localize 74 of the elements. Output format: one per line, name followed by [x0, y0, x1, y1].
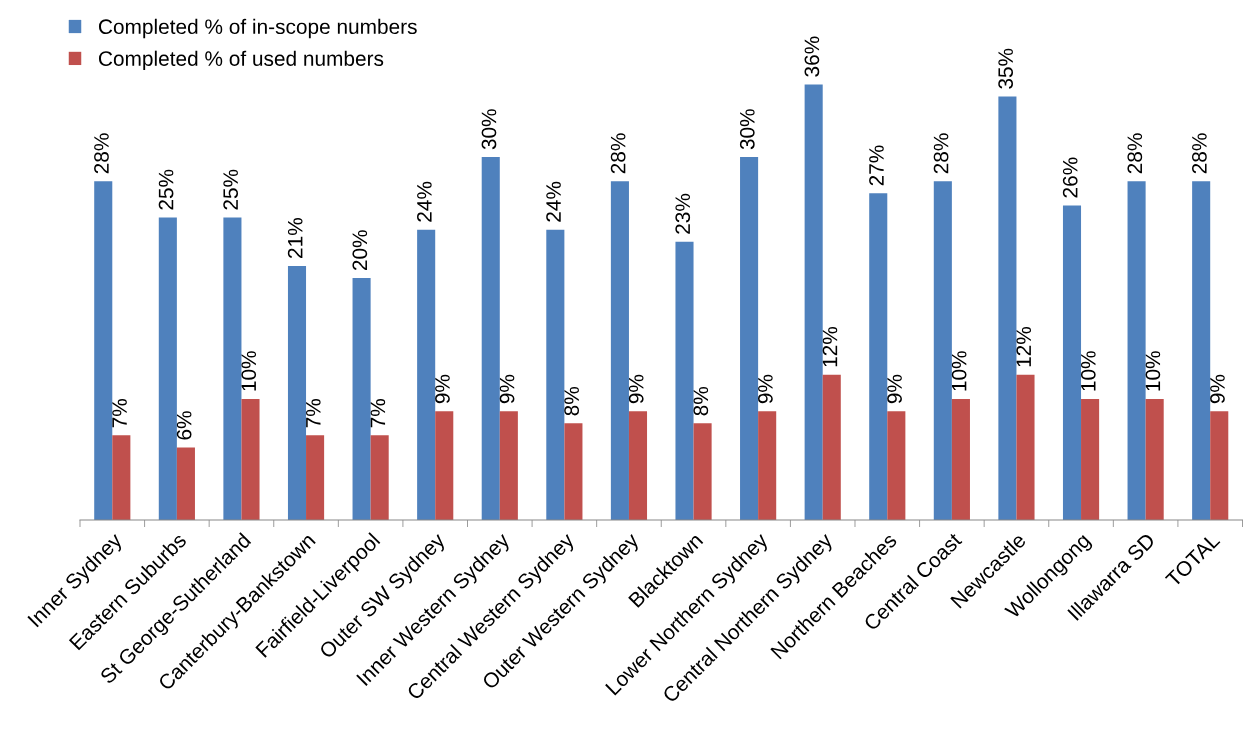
bar	[94, 181, 113, 521]
bar	[417, 229, 436, 521]
bar	[1192, 181, 1211, 521]
data-label: 27%	[869, 145, 884, 186]
data-label: 6%	[176, 411, 192, 440]
data-label: 10%	[1145, 351, 1161, 391]
data-label: 8%	[693, 386, 709, 416]
data-label: 30%	[739, 109, 755, 150]
bar	[564, 423, 583, 521]
bar	[998, 96, 1017, 521]
bar	[158, 217, 177, 521]
bar	[176, 447, 195, 521]
bar	[287, 265, 307, 521]
data-label: 9%	[1210, 374, 1225, 404]
data-label: 9%	[628, 374, 644, 404]
data-label: 25%	[223, 169, 239, 210]
bar	[758, 411, 777, 521]
data-label: 9%	[499, 374, 515, 404]
bar	[481, 157, 500, 521]
bar	[1062, 205, 1082, 521]
bar	[610, 181, 629, 521]
data-label: 26%	[1062, 157, 1078, 198]
data-label: 24%	[546, 181, 561, 222]
bar	[1016, 374, 1035, 521]
bar	[869, 193, 888, 521]
data-label: 35%	[998, 48, 1014, 89]
bar	[740, 157, 759, 521]
data-label: 24%	[417, 181, 432, 222]
data-label: 28%	[933, 133, 949, 174]
data-label: 7%	[370, 399, 386, 428]
data-label: 12%	[1016, 326, 1032, 367]
bar	[112, 435, 131, 521]
bar	[306, 435, 325, 521]
bar	[352, 278, 371, 521]
data-label: 10%	[241, 351, 257, 391]
data-label: 28%	[94, 133, 109, 174]
data-label: 30%	[481, 109, 497, 150]
bar	[435, 411, 454, 521]
data-label: 28%	[1192, 133, 1207, 174]
data-label: 7%	[112, 399, 127, 428]
bar	[1081, 399, 1100, 521]
bar	[933, 181, 952, 521]
data-label: 25%	[158, 169, 174, 210]
bar	[628, 411, 648, 521]
bar	[499, 411, 518, 521]
bar	[370, 435, 389, 521]
bar	[546, 229, 565, 521]
bar	[241, 399, 260, 521]
bar	[804, 84, 823, 521]
data-label: 36%	[804, 36, 820, 77]
bar	[223, 217, 242, 521]
bar	[951, 399, 970, 521]
data-label: 10%	[1080, 351, 1096, 391]
data-label: 8%	[564, 386, 580, 416]
data-label: 21%	[287, 218, 303, 258]
bar	[887, 411, 906, 521]
data-label: 28%	[1127, 133, 1143, 174]
bar	[1145, 399, 1164, 521]
legend-label: Completed % of used numbers	[98, 50, 384, 71]
data-label: 12%	[822, 326, 838, 367]
data-label: 7%	[306, 399, 321, 428]
bar	[1127, 181, 1146, 521]
bar	[1210, 411, 1229, 521]
data-label: 23%	[675, 193, 691, 234]
bar	[675, 241, 694, 521]
data-label: 28%	[610, 133, 626, 174]
data-label: 10%	[951, 351, 967, 391]
bar	[822, 374, 841, 521]
data-label: 9%	[758, 374, 773, 404]
legend-label: Completed % of in-scope numbers	[98, 18, 417, 39]
data-label: 20%	[352, 230, 368, 271]
data-label: 9%	[887, 374, 902, 404]
data-label: 9%	[435, 374, 450, 404]
bar	[693, 423, 712, 521]
